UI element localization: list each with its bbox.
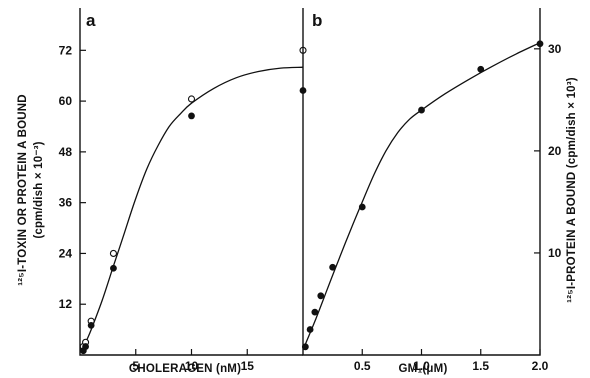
panel-a-y-axis-title-line2: (cpm/dish × 10⁻³) — [33, 141, 45, 238]
panel-a-label: a — [86, 11, 96, 30]
panel-b-filled-point — [301, 343, 309, 351]
panel-b-filled-point — [477, 65, 485, 73]
panel-b-axis-frame — [302, 8, 541, 356]
panel-b: 0.5 1.0 1.5 2.0 10 20 30 b GM₁(μM) ¹²⁵I-PROTEI… — [301, 8, 578, 375]
panel-a-y-tick-label: 48 — [59, 145, 73, 159]
panel-b-y-tick-label: 10 — [548, 246, 562, 260]
panel-b-filled-point — [306, 326, 314, 333]
panel-a-filled-point — [188, 112, 195, 120]
panel-b-filled-point — [329, 263, 337, 271]
panel-a-filled-point — [87, 321, 95, 329]
panel-a-x-axis-title: CHOLERAGEN (nM) — [129, 363, 241, 375]
panel-a-filled-point — [110, 264, 117, 272]
panel-b-x-tick-label: 0.5 — [354, 359, 371, 373]
panel-a-open-point — [187, 95, 196, 103]
panel-a-fit-curve — [79, 66, 304, 352]
panel-a-axis-frame — [79, 8, 303, 356]
panel-b-filled-point — [418, 106, 425, 114]
panel-b-ticks — [361, 48, 541, 355]
panel-a-y-axis-title-line1: ¹²⁵I-TOXIN OR PROTEIN A BOUND — [17, 94, 29, 286]
panel-b-filled-point — [311, 308, 319, 316]
panel-a-y-tick-label: 24 — [59, 246, 73, 260]
panel-b-points — [301, 40, 544, 351]
panel-a-points — [79, 46, 307, 355]
panel-a-y-tick-label: 12 — [59, 297, 73, 311]
panel-b-filled-point — [536, 40, 544, 48]
panel-b-filled-point — [317, 292, 325, 300]
panel-a-ticks — [80, 49, 248, 355]
panel-a-y-tick-label: 60 — [59, 94, 73, 108]
panel-b-filled-point — [358, 203, 366, 211]
panel-a-y-tick-label: 72 — [59, 43, 73, 57]
panel-b-x-axis-title: GM₁(μM) — [399, 363, 448, 375]
panel-b-x-tick-label: 1.5 — [472, 359, 489, 373]
panel-b-tick-labels: 0.5 1.0 1.5 2.0 10 20 30 — [354, 42, 562, 373]
panel-b-y-tick-label: 30 — [548, 42, 562, 56]
panel-a: 5 10 15 12 24 36 48 60 72 a CHOLERAGEN (nM) ¹²⁵I… — [17, 8, 307, 375]
panel-b-fit-curve — [302, 42, 541, 351]
panel-b-y-axis-title: ¹²⁵I-PROTEIN A BOUND (cpm/dish × 10³) — [566, 77, 578, 303]
panel-a-x-tick-label: 10 — [185, 359, 199, 373]
panel-a-x-tick-label: 15 — [241, 359, 255, 373]
panel-a-filled-point — [82, 343, 89, 350]
panel-b-y-tick-label: 20 — [548, 144, 562, 158]
panel-b-x-tick-label: 1.0 — [413, 359, 430, 373]
panel-a-x-tick-label: 5 — [132, 359, 139, 373]
panel-a-tick-labels: 5 10 15 12 24 36 48 60 72 — [59, 43, 255, 373]
panel-a-y-tick-label: 36 — [59, 196, 73, 210]
panel-b-x-tick-label: 2.0 — [532, 359, 549, 373]
panel-a-open-point — [109, 249, 117, 257]
panel-b-label: b — [312, 11, 322, 30]
